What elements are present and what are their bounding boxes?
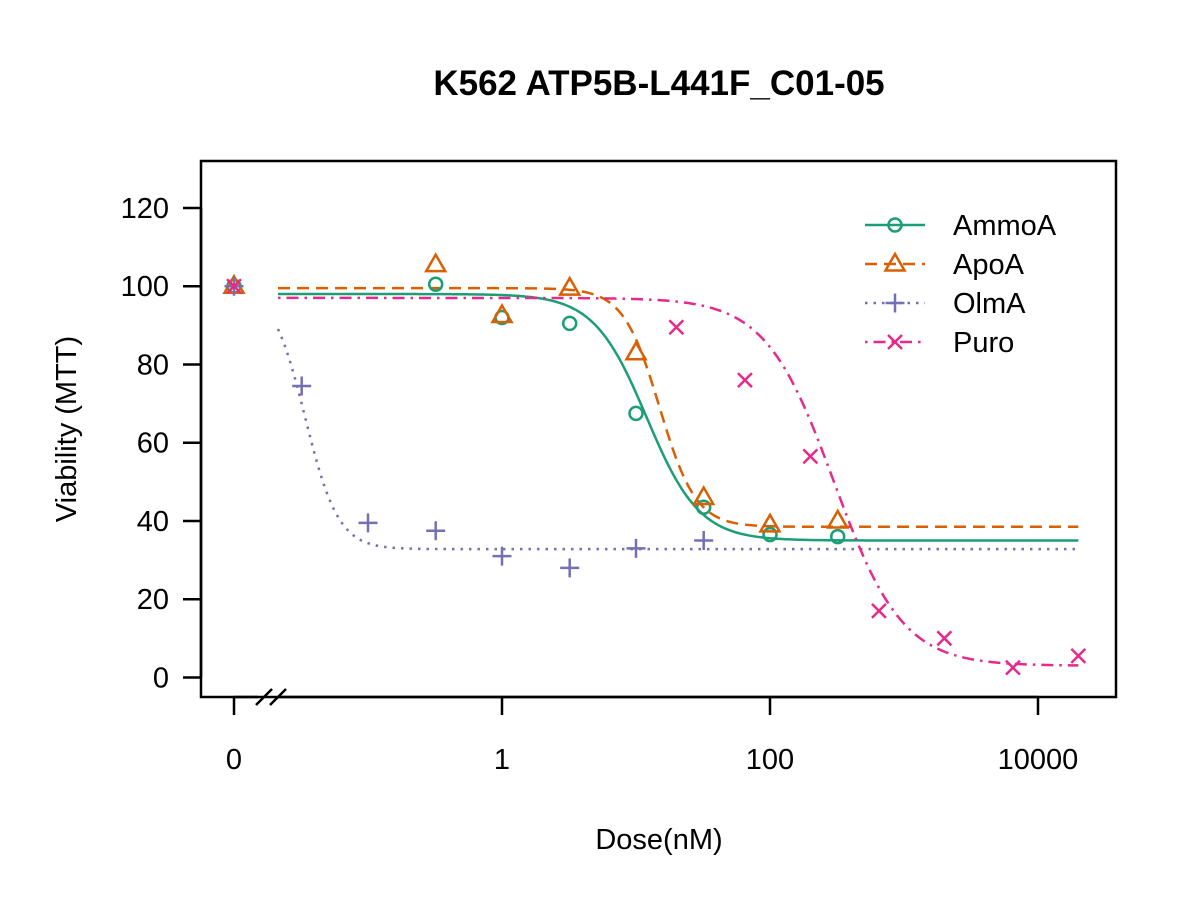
fit-curve-olma [276,328,1079,551]
x-tick-label: 1 [494,744,510,776]
x-axis-break-mark [269,688,287,706]
data-point-apoa [758,512,782,533]
data-point-apoa [692,484,716,506]
data-point-olma [292,376,312,396]
x-tick-label: 100 [746,744,794,776]
data-point-olma [626,538,646,558]
y-tick-label: 120 [121,193,169,225]
legend-label-puro: Puro [953,327,1014,359]
x-axis-break-mark [255,688,273,706]
data-point-apoa [558,275,582,296]
legend: AmmoA ApoA OlmA Puro [865,210,1057,359]
legend-marker-olma [885,293,905,313]
x-tick-label: 0 [226,744,242,776]
x-tick-label: 10000 [998,744,1079,776]
legend-label-ammoa: AmmoA [953,210,1057,242]
data-point-ammoa [695,499,712,515]
data-point-puro [226,278,242,295]
data-point-puro [871,603,887,619]
y-axis: 0 20 40 60 80 100 120 [121,193,203,694]
legend-label-olma: OlmA [953,288,1026,320]
fit-curve-puro [278,296,1079,667]
data-point-olma [358,513,378,533]
y-tick-label: 0 [153,662,169,694]
legend-marker-ammoa [887,217,903,233]
data-point-puro [1005,659,1021,676]
legend-marker-puro [887,334,903,350]
data-point-olma [694,531,714,551]
data-point-apoa [490,303,514,324]
x-axis: 0 1 100 10000 [226,688,1079,776]
data-point-apoa [624,340,648,361]
fit-curves [276,286,1079,667]
data-point-puro [936,630,953,647]
data-point-ammoa [628,405,644,422]
data-point-puro [737,372,753,388]
data-point-olma [426,521,446,541]
fit-curve-ammoa [278,292,1079,542]
data-points [222,252,1087,676]
data-point-ammoa [762,526,778,543]
chart-title: K562 ATP5B-L441F_C01-05 [433,64,884,103]
data-point-olma [560,558,580,578]
legend-marker-apoa [883,251,907,272]
y-tick-label: 20 [137,584,169,616]
data-point-puro [1070,648,1087,664]
data-point-apoa [826,508,850,529]
data-point-ammoa [561,315,578,332]
legend-label-apoa: ApoA [953,249,1025,281]
data-point-puro [668,319,685,336]
y-tick-label: 60 [137,428,169,460]
x-axis-label: Dose(nM) [595,824,722,856]
fit-curve-apoa [278,286,1079,529]
y-tick-label: 40 [137,506,169,538]
y-axis-label: Viability (MTT) [51,336,83,522]
data-point-ammoa [427,276,444,292]
data-point-olma [492,546,512,566]
y-tick-label: 100 [121,271,169,303]
data-point-apoa [424,252,448,273]
y-tick-label: 80 [137,349,169,381]
data-point-puro [802,448,819,465]
data-point-ammoa [829,528,846,545]
